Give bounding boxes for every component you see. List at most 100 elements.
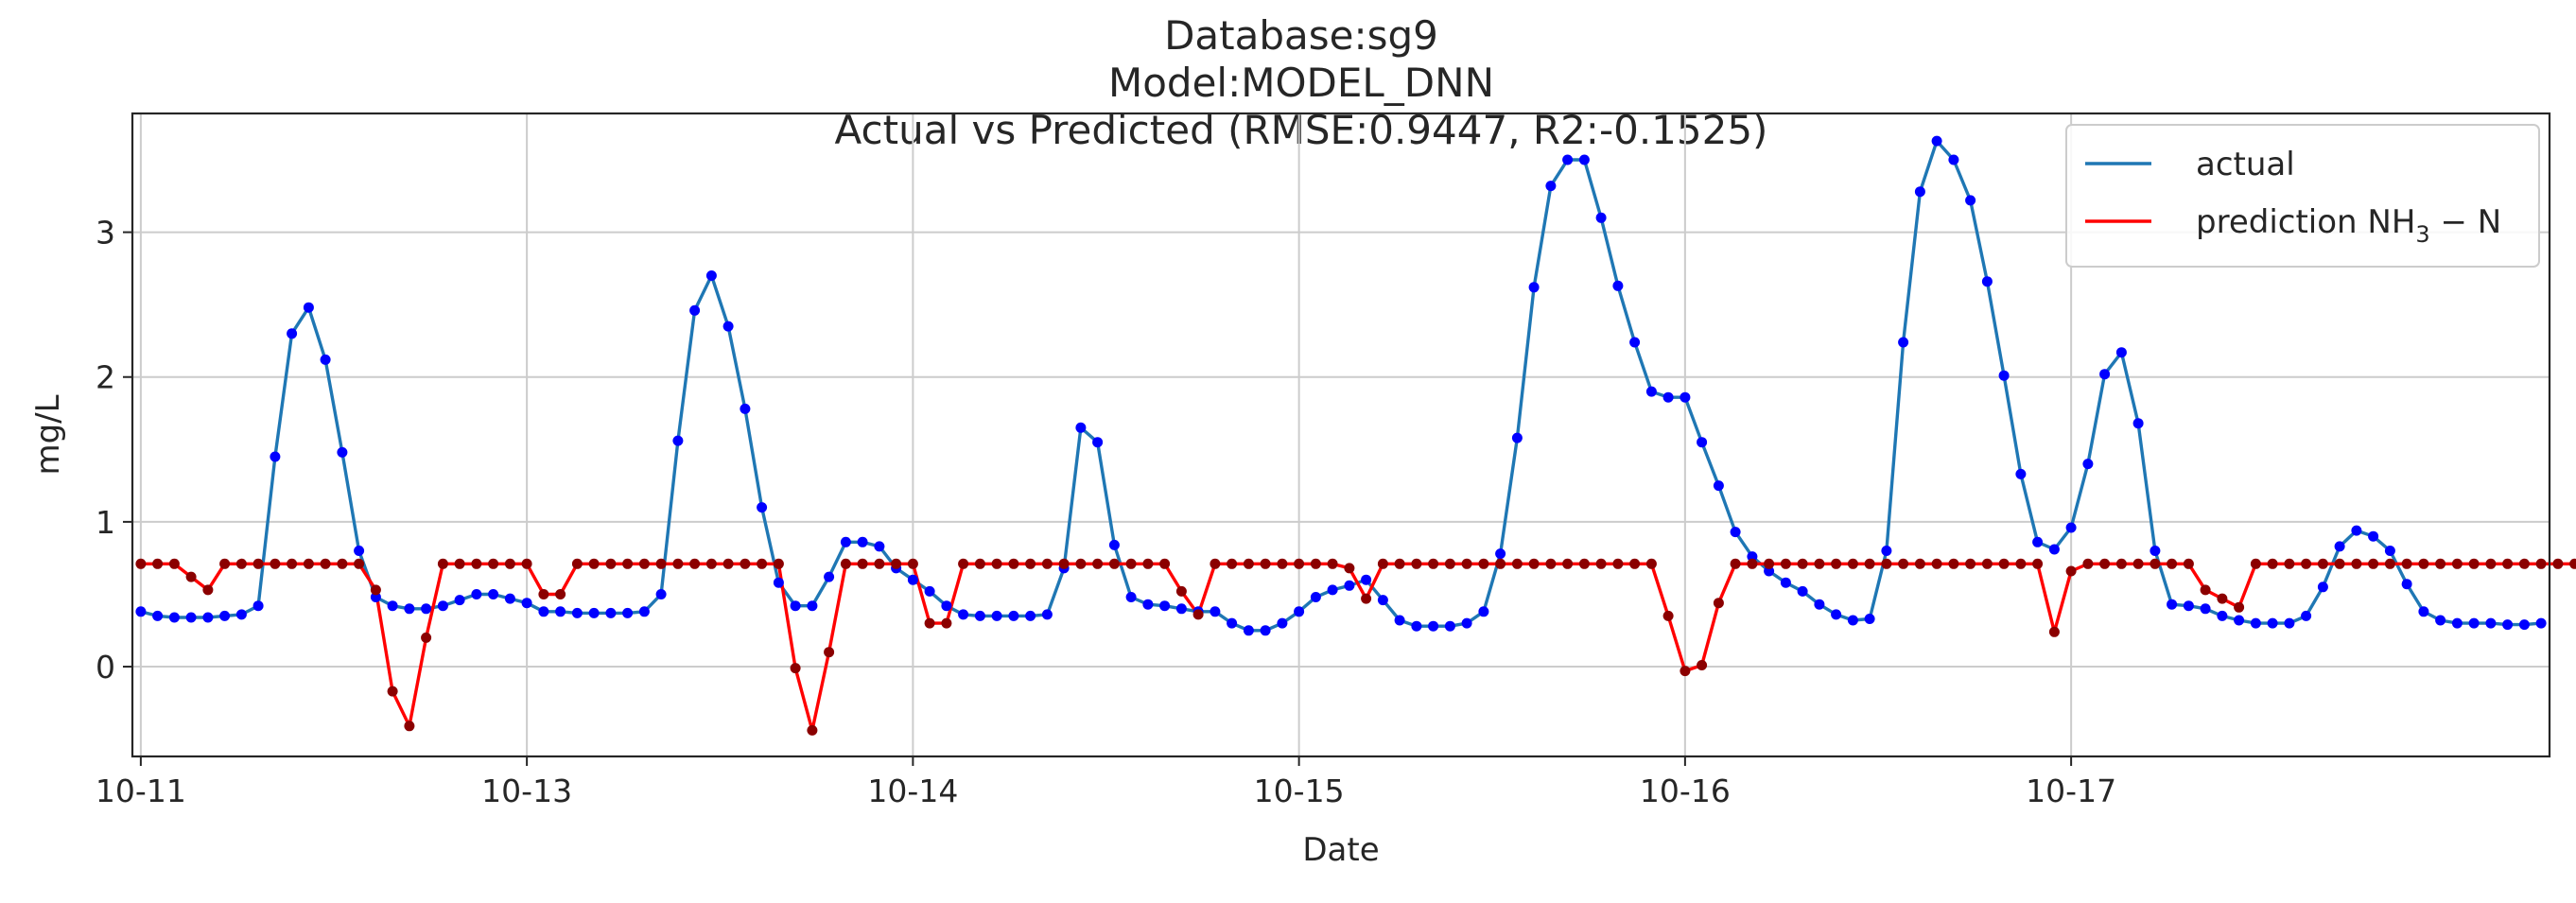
prediction-point — [1260, 558, 1271, 569]
prediction-point — [1545, 558, 1557, 569]
actual-point — [252, 600, 264, 612]
actual-point — [1998, 370, 2010, 381]
prediction-point — [807, 724, 818, 736]
x-tick-label: 10-13 — [481, 773, 572, 809]
actual-point — [857, 536, 868, 547]
prediction-point — [2368, 558, 2379, 569]
prediction-point — [1764, 558, 1775, 569]
prediction-point — [421, 632, 432, 643]
actual-point — [2502, 619, 2514, 631]
x-tick-label: 10-17 — [2026, 773, 2116, 809]
prediction-point — [2502, 558, 2514, 569]
actual-point — [354, 546, 365, 556]
actual-point — [488, 589, 499, 599]
actual-point — [1175, 603, 1187, 615]
actual-point — [1310, 592, 1321, 602]
prediction-point — [538, 589, 549, 599]
actual-point — [471, 589, 482, 599]
prediction-point — [571, 558, 583, 569]
prediction-point — [705, 558, 717, 569]
prediction-point — [2082, 558, 2094, 569]
prediction-point — [1662, 610, 1674, 621]
actual-point — [2301, 610, 2312, 621]
prediction-point — [773, 558, 784, 569]
prediction-point — [689, 558, 701, 569]
x-axis-label: Date — [1302, 831, 1379, 869]
prediction-point — [1981, 558, 1993, 569]
prediction-point — [1444, 558, 1455, 569]
prediction-point — [521, 558, 532, 569]
prediction-point — [1008, 558, 1019, 569]
actual-point — [1142, 599, 1154, 610]
prediction-point — [437, 558, 448, 569]
actual-point — [1948, 154, 1959, 165]
prediction-point — [1411, 558, 1422, 569]
prediction-point — [2451, 558, 2463, 569]
prediction-point — [2267, 558, 2278, 569]
legend-label-main: prediction NH — [2196, 203, 2415, 241]
prediction-point — [1931, 558, 1942, 569]
prediction-point — [1645, 558, 1657, 569]
prediction-point — [2217, 593, 2228, 604]
series-points — [135, 135, 2576, 736]
prediction-point — [1495, 558, 1506, 569]
prediction-point — [1831, 558, 1842, 569]
prediction-point — [2132, 558, 2144, 569]
actual-point — [152, 610, 164, 621]
prediction-point — [471, 558, 482, 569]
actual-point — [2384, 546, 2395, 556]
prediction-point — [2468, 558, 2480, 569]
actual-point — [168, 612, 180, 623]
actual-point — [1747, 551, 1758, 563]
prediction-point — [790, 663, 801, 674]
prediction-point — [2485, 558, 2497, 569]
prediction-point — [1730, 558, 1741, 569]
actual-point — [2234, 615, 2245, 626]
prediction-point — [1310, 558, 1321, 569]
prediction-point — [2250, 558, 2261, 569]
prediction-point — [2099, 558, 2111, 569]
chart-title-line: Model:MODEL_DNN — [1108, 60, 1494, 106]
prediction-point — [2317, 558, 2328, 569]
legend-box — [2065, 124, 2540, 268]
actual-point — [1864, 614, 1875, 624]
actual-point — [2250, 617, 2261, 629]
prediction-point — [2200, 584, 2211, 596]
prediction-point — [404, 721, 415, 732]
actual-point — [387, 600, 398, 612]
prediction-point — [1294, 558, 1305, 569]
prediction-point — [2284, 558, 2295, 569]
prediction-point — [219, 558, 231, 569]
chart-title-line: Actual vs Predicted (RMSE:0.9447, R2:-0.… — [835, 107, 1768, 153]
actual-point — [974, 610, 985, 621]
actual-point — [1981, 276, 1993, 287]
prediction-point — [974, 558, 985, 569]
actual-point — [1444, 620, 1455, 632]
actual-point — [504, 593, 515, 604]
prediction-point — [387, 686, 398, 697]
y-tick-label: 1 — [96, 504, 115, 541]
prediction-point — [1713, 598, 1724, 609]
legend-label-tail: − N — [2430, 203, 2502, 241]
actual-point — [1495, 548, 1506, 560]
actual-point — [1545, 181, 1557, 192]
actual-point — [1344, 580, 1355, 591]
actual-point — [588, 607, 600, 618]
actual-point — [790, 600, 801, 612]
actual-point — [2115, 347, 2127, 358]
actual-point — [1965, 195, 1976, 206]
prediction-point — [1058, 558, 1070, 569]
actual-point — [1881, 546, 1892, 556]
actual-point — [1294, 606, 1305, 617]
legend-label-actual: actual — [2196, 146, 2295, 183]
actual-point — [1697, 437, 1708, 448]
actual-point — [1159, 600, 1171, 612]
prediction-point — [1780, 558, 1791, 569]
prediction-point — [1511, 558, 1523, 569]
actual-point — [303, 302, 314, 313]
prediction-point — [2552, 558, 2564, 569]
prediction-point — [991, 558, 1002, 569]
actual-point — [1680, 391, 1691, 403]
actual-point — [2065, 522, 2077, 533]
